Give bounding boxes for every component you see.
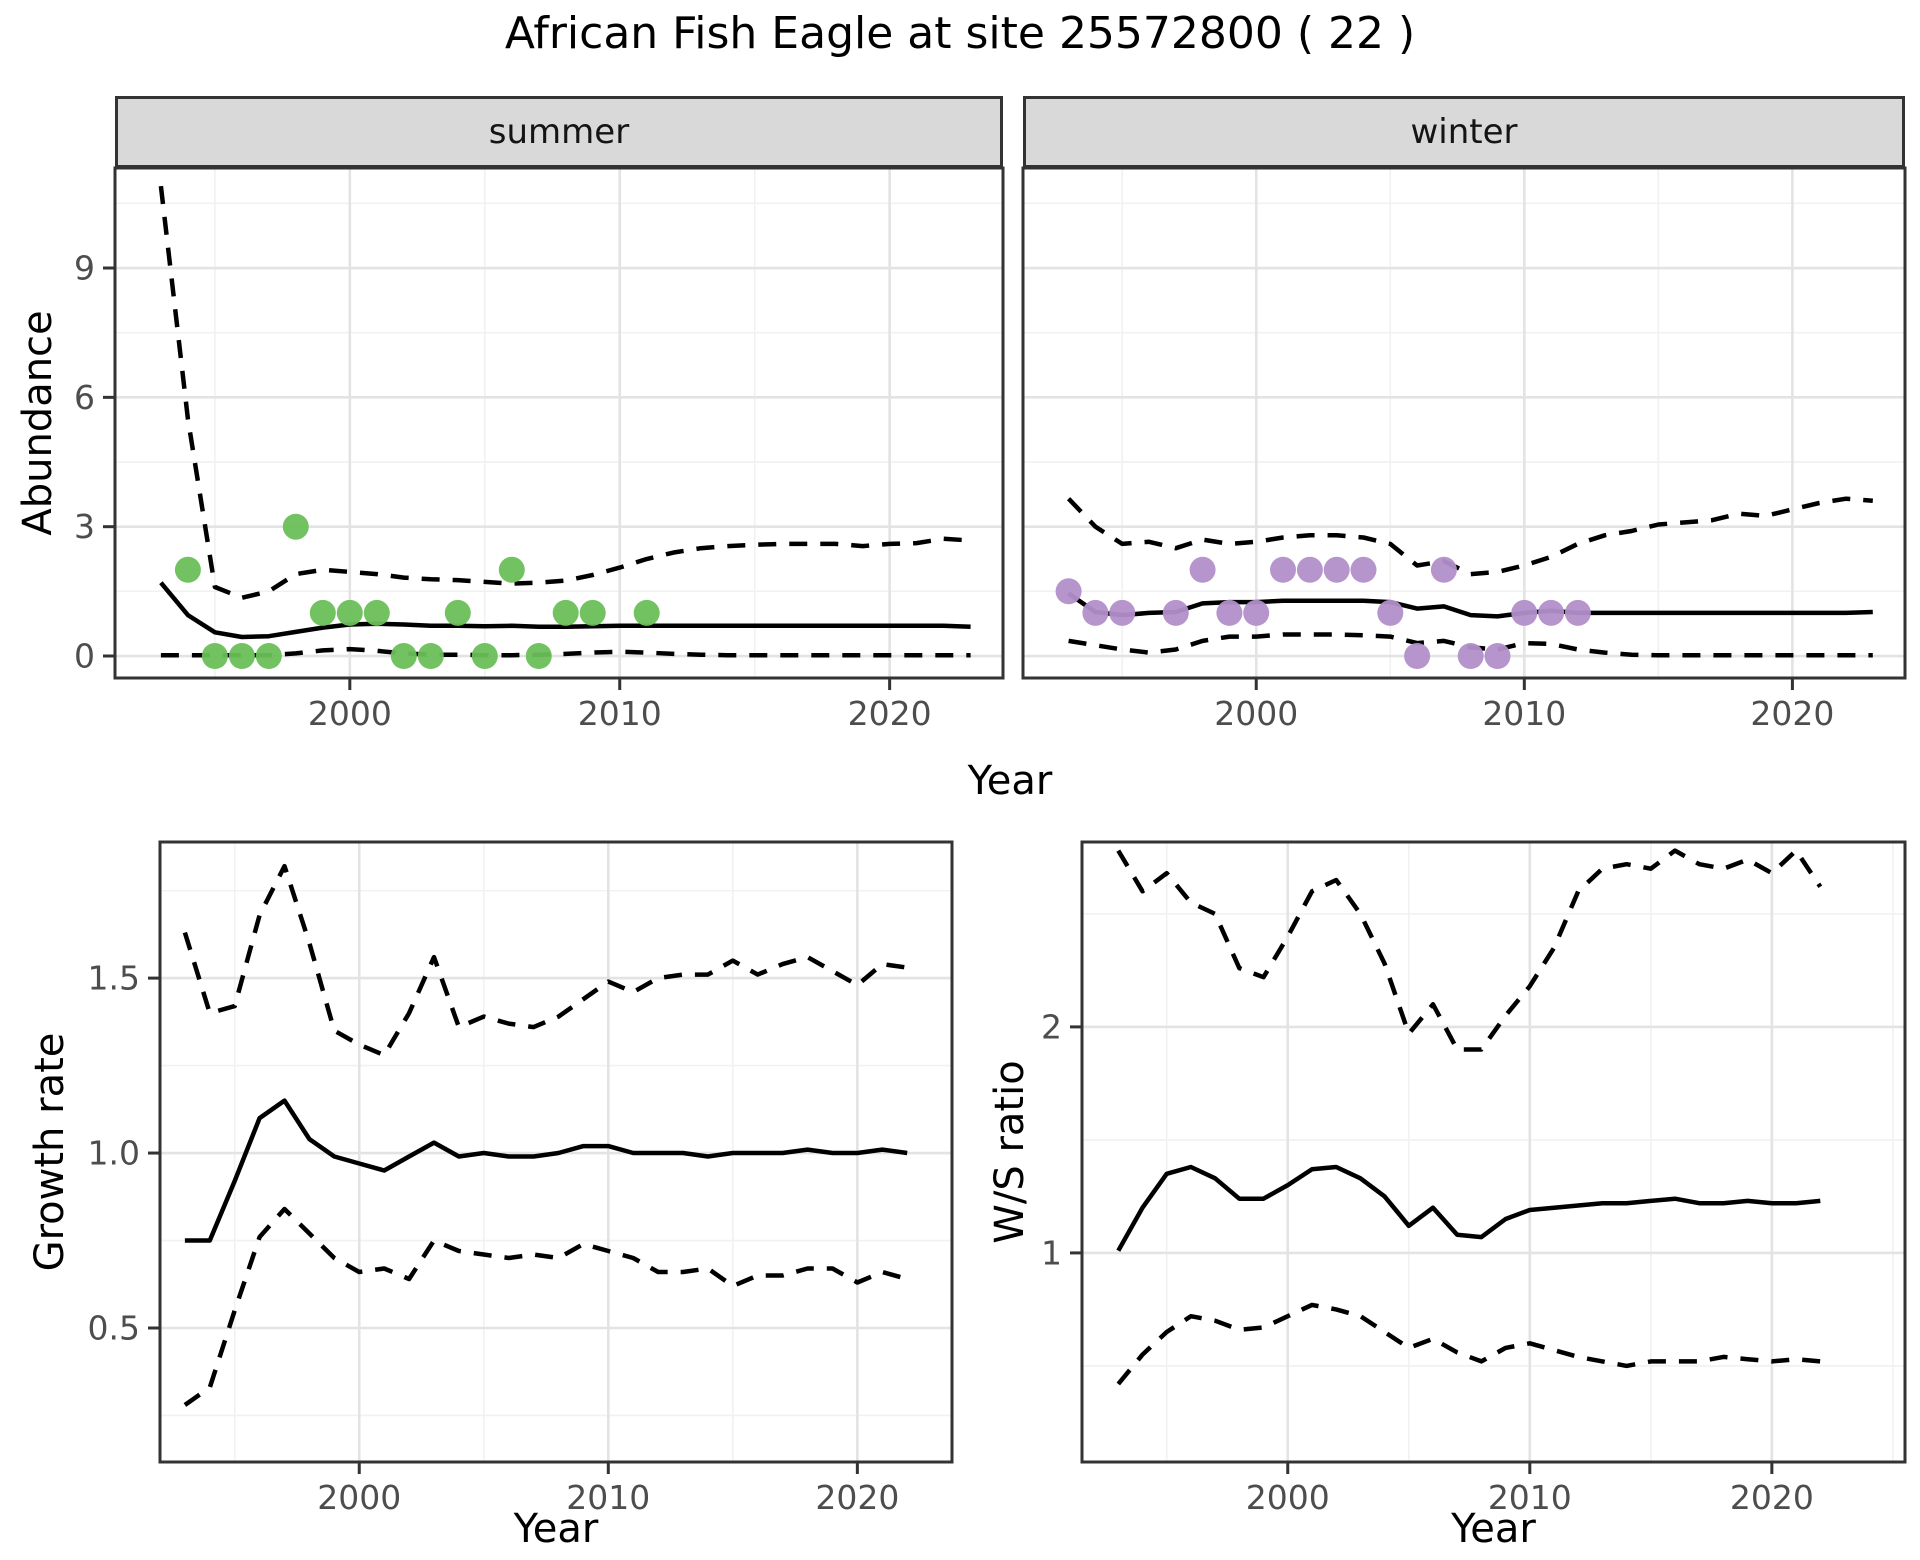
- x-tick-label: 2010: [1488, 1478, 1572, 1517]
- panel-background: [1023, 168, 1905, 678]
- abundance_winter-observation-point: [1082, 599, 1109, 626]
- abundance_winter-observation-point: [1109, 599, 1136, 626]
- y-tick-label: 2: [1041, 1007, 1062, 1046]
- abundance_winter-observation-point: [1243, 599, 1270, 626]
- abundance_summer-upper_ci-line: [158, 185, 971, 601]
- y-tick-label: 1: [1041, 1233, 1062, 1272]
- plot-title: African Fish Eagle at site 25572800 ( 22…: [504, 8, 1416, 59]
- abundance_winter-observation-point: [1323, 556, 1350, 583]
- panel-ws_ratio: 2000 2010 2020 1 2: [1041, 840, 1907, 1517]
- panel-border: [1021, 166, 1907, 680]
- x-tick-label: 2010: [566, 1478, 650, 1517]
- x-tick-label: 2000: [1214, 694, 1298, 733]
- panel-border: [113, 166, 1005, 680]
- abundance_summer-observation-point: [201, 643, 228, 669]
- abundance_summer-observation-point: [336, 599, 363, 626]
- y-tick-label: 3: [74, 507, 95, 546]
- abundance_winter-observation-point: [1511, 599, 1538, 626]
- panel-background: [1082, 842, 1905, 1462]
- abundance_summer-observation-point: [633, 599, 660, 626]
- abundance_summer-observation-point: [471, 643, 498, 669]
- abundance_winter-observation-point: [1377, 599, 1404, 626]
- abundance_winter-observation-point: [1350, 556, 1377, 583]
- growth_rate-data-layer: [182, 863, 908, 1407]
- facet-strip-winter: winter: [1023, 96, 1905, 168]
- abundance_winter-observation-point: [1162, 599, 1189, 626]
- growth_rate-upper_ci-line: [182, 863, 908, 1058]
- abundance_winter-observation-point: [1564, 599, 1591, 626]
- ws_ratio-upper_ci-line: [1116, 848, 1823, 1052]
- facet-strip-winter-label: winter: [1410, 112, 1518, 152]
- abundance_summer-observation-point: [579, 599, 606, 626]
- y-tick-label: 0.5: [88, 1308, 140, 1347]
- x-tick-label: 2000: [308, 694, 392, 733]
- abundance_summer-lower_ci-line: [160, 646, 971, 658]
- abundance_winter-observation-point: [1055, 578, 1082, 605]
- abundance_summer-data-layer: [158, 185, 971, 669]
- x-tick-label: 2010: [1482, 694, 1566, 733]
- abundance_winter-observation-point: [1538, 599, 1565, 626]
- x-tick-label: 2020: [848, 694, 932, 733]
- abundance_winter-observation-point: [1457, 643, 1484, 669]
- x-tick-label: 2010: [578, 694, 662, 733]
- x-tick-label: 2020: [815, 1478, 899, 1517]
- y-tick-label: 1.5: [88, 959, 140, 998]
- abundance_summer-observation-point: [444, 599, 471, 626]
- panel-abundance_summer: 2000 2010 2020 0 3 6 9: [74, 166, 1005, 733]
- y-tick-label: 0: [74, 637, 95, 676]
- abundance_summer-observation-point: [525, 643, 552, 669]
- abundance_winter-median-line: [1067, 591, 1873, 619]
- abundance_winter-observation-point: [1430, 556, 1457, 583]
- y-tick-label: 6: [74, 378, 95, 417]
- abundance_summer-observation-point: [309, 599, 336, 626]
- growth_rate-lower_ci-line: [183, 1206, 908, 1407]
- ws_ratio-median-line: [1116, 1164, 1821, 1252]
- panel-background: [115, 168, 1003, 678]
- x-tick-label: 2000: [1246, 1478, 1330, 1517]
- growth_rate-median-line: [184, 1098, 908, 1243]
- abundance_winter-observation-point: [1270, 556, 1296, 583]
- abundance_summer-median-line: [159, 581, 971, 640]
- x-axis-title-year-top: Year: [967, 758, 1053, 804]
- abundance_summer-observation-point: [363, 599, 390, 626]
- abundance_summer-observation-point: [552, 599, 579, 626]
- y-axis-title-growth-rate: Growth rate: [27, 1032, 73, 1272]
- abundance_summer-observation-point: [498, 556, 525, 583]
- y-tick-label: 1.0: [88, 1134, 140, 1173]
- panel-border: [1080, 840, 1907, 1464]
- x-tick-label: 2020: [1750, 694, 1834, 733]
- abundance_winter-observation-point: [1484, 643, 1511, 669]
- y-axis-title-abundance: Abundance: [15, 310, 61, 536]
- x-tick-label: 2020: [1730, 1478, 1814, 1517]
- y-axis-title-ws-ratio: W/S ratio: [987, 1060, 1033, 1244]
- abundance_winter-data-layer: [1055, 496, 1873, 669]
- abundance_winter-observation-point: [1296, 556, 1323, 583]
- x-tick-label: 2000: [317, 1478, 401, 1517]
- abundance_winter-observation-point: [1216, 599, 1243, 626]
- y-tick-label: 9: [74, 249, 95, 288]
- abundance_summer-observation-point: [255, 643, 282, 669]
- ws_ratio-data-layer: [1116, 848, 1823, 1386]
- abundance_summer-observation-point: [417, 643, 444, 669]
- panel-growth_rate: 2000 2010 2020 0.5 1.0 1.5: [88, 840, 954, 1517]
- x-axis-title-year-growth: Year: [513, 1506, 599, 1552]
- facet-strip-summer: summer: [115, 96, 1003, 168]
- abundance_summer-observation-point: [228, 643, 255, 669]
- facet-strip-summer-label: summer: [488, 112, 630, 152]
- abundance_winter-observation-point: [1189, 556, 1216, 583]
- abundance_summer-observation-point: [390, 643, 417, 669]
- abundance_winter-observation-point: [1404, 643, 1431, 669]
- x-axis-title-year-ws: Year: [1451, 1506, 1536, 1552]
- abundance_summer-observation-point: [282, 513, 309, 540]
- panel-abundance_winter: 2000 2010 2020: [1021, 166, 1907, 733]
- abundance_summer-observation-point: [174, 556, 201, 583]
